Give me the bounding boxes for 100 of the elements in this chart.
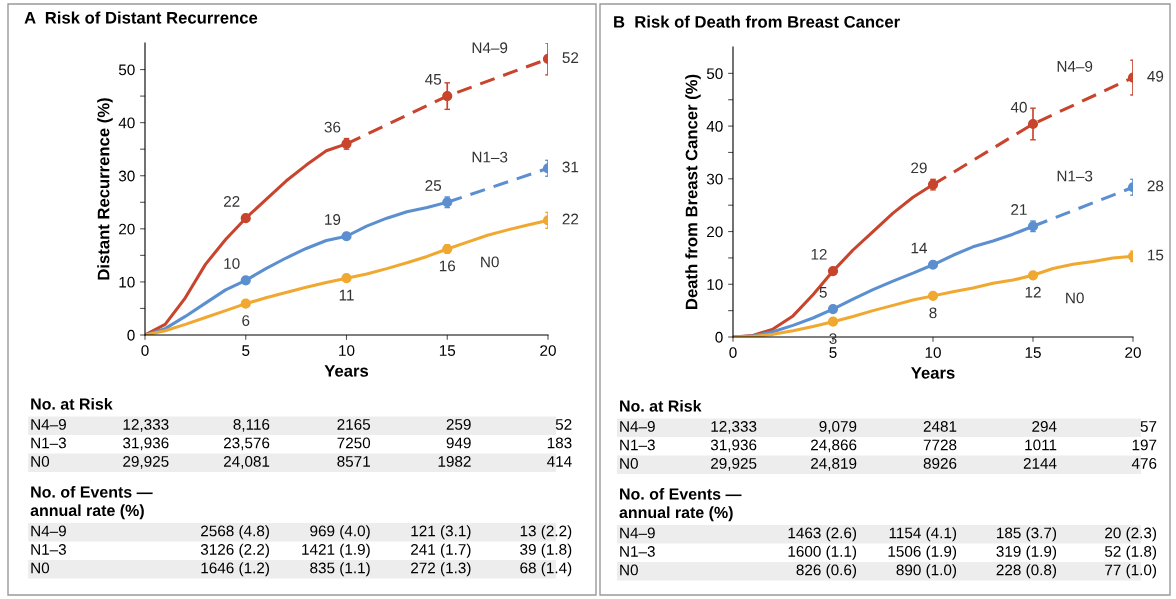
text: 8571	[337, 456, 370, 467]
category-label: N4–9	[620, 421, 655, 432]
text: 24,819	[811, 458, 857, 471]
series-label: N4–9	[472, 42, 508, 54]
x-axis-title: Years	[911, 367, 955, 379]
text: 13 (2.2)	[520, 525, 572, 540]
text: 29,925	[123, 456, 169, 469]
text: 272 (1.3)	[411, 562, 471, 577]
y-tick-label: 10	[707, 279, 723, 290]
chart-title: A Risk of Distant Recurrence	[24, 11, 258, 24]
x-tick-label: 20	[540, 345, 556, 356]
text: 121 (3.1)	[411, 525, 471, 540]
text: 826 (0.6)	[796, 564, 857, 579]
text: 259	[446, 419, 471, 430]
y-tick-label: 30	[118, 170, 135, 182]
data-label: 21	[1011, 204, 1027, 215]
series-label: N0	[481, 256, 499, 268]
text: 12,333	[711, 421, 757, 434]
text: 2165	[337, 419, 371, 430]
text: 7250	[337, 437, 371, 449]
y-axis-title: Distant Recurrence (%)	[97, 98, 113, 280]
text: 7728	[923, 439, 957, 451]
data-label: 52	[562, 52, 579, 64]
text: 228 (0.8)	[996, 564, 1057, 579]
x-tick-label: 15	[1025, 347, 1041, 358]
text: 57	[1140, 421, 1157, 432]
text: 23,576	[223, 437, 270, 451]
text: 294	[1032, 421, 1057, 432]
text: 31,936	[123, 437, 169, 451]
x-tick-label: 10	[339, 345, 355, 356]
text: 20 (2.3)	[1105, 527, 1157, 542]
text: 2568 (4.8)	[201, 525, 269, 540]
text: 12,333	[123, 419, 169, 432]
series-label: N1–3	[472, 151, 508, 163]
y-tick-label: 50	[706, 68, 723, 80]
text: No. of Events — annual rate (%)	[619, 488, 742, 522]
y-tick-label: 50	[118, 64, 135, 76]
data-label: 49	[1147, 70, 1164, 82]
data-label: 11	[339, 289, 354, 301]
series-label: N0	[1066, 292, 1084, 304]
data-label: 22	[223, 196, 240, 207]
x-tick-label: 20	[1125, 347, 1141, 358]
x-tick-label: 15	[439, 345, 456, 356]
text: No. at Risk	[620, 400, 702, 412]
text: 185 (3.7)	[997, 527, 1057, 542]
text: 476	[1131, 458, 1157, 469]
text: 835 (1.1)	[310, 562, 370, 577]
data-label: 36	[324, 121, 341, 133]
text: 1011	[1025, 439, 1057, 451]
data-label: 12	[1025, 286, 1041, 298]
text: 39 (1.8)	[520, 543, 572, 558]
data-label: 5	[819, 287, 827, 298]
y-tick-label: 20	[707, 226, 723, 238]
text: 949	[446, 437, 471, 449]
data-label: 12	[811, 248, 827, 260]
data-label: 16	[439, 260, 456, 272]
text: 24,866	[811, 439, 857, 453]
text: 1506 (1.9)	[888, 545, 957, 560]
text: 29,925	[711, 458, 757, 471]
category-label: N4–9	[31, 419, 66, 430]
data-label: 25	[425, 180, 442, 191]
text: 52 (1.8)	[1104, 545, 1157, 560]
text: 52	[555, 419, 572, 430]
text: 31,936	[710, 439, 757, 453]
data-label: 10	[224, 258, 240, 269]
category-label: N1–3	[620, 546, 655, 557]
data-label: 3	[829, 333, 837, 345]
text: 2481	[923, 421, 957, 432]
category-label: N4–9	[620, 527, 655, 539]
data-label: 6	[242, 315, 250, 327]
data-label: 22	[562, 213, 579, 225]
category-label: N4–9	[31, 525, 66, 537]
category-label: N1–3	[620, 439, 655, 451]
x-tick-label: 10	[925, 347, 941, 358]
data-label: 31	[562, 161, 579, 173]
category-label: N1–3	[31, 437, 66, 449]
data-label: 45	[425, 74, 442, 85]
y-tick-label: 0	[715, 331, 723, 343]
data-label: 15	[1148, 249, 1164, 261]
category-label: N1–3	[31, 544, 66, 555]
text: 3126 (2.2)	[200, 543, 269, 558]
y-tick-label: 40	[118, 117, 135, 129]
text: 890 (1.0)	[896, 564, 957, 579]
data-label: 28	[1147, 180, 1164, 192]
chart-title: B Risk of Death from Breast Cancer	[614, 15, 900, 28]
text: 8,116	[233, 419, 270, 432]
text: 1646 (1.2)	[201, 562, 269, 577]
text: 1154 (4.1)	[889, 527, 957, 542]
y-tick-label: 20	[119, 223, 135, 235]
series-label: N1–3	[1057, 170, 1093, 182]
text: No. of Events — annual rate (%)	[30, 486, 153, 520]
category-label: N0	[620, 458, 638, 469]
text: 197	[1132, 439, 1157, 451]
category-label: N0	[31, 456, 50, 467]
x-tick-label: 5	[242, 345, 250, 356]
text: 1982	[438, 456, 471, 467]
y-tick-label: 40	[706, 120, 723, 132]
text: 1463 (2.6)	[788, 527, 857, 542]
text: 68 (1.4)	[520, 562, 572, 577]
text: 414	[547, 456, 572, 467]
